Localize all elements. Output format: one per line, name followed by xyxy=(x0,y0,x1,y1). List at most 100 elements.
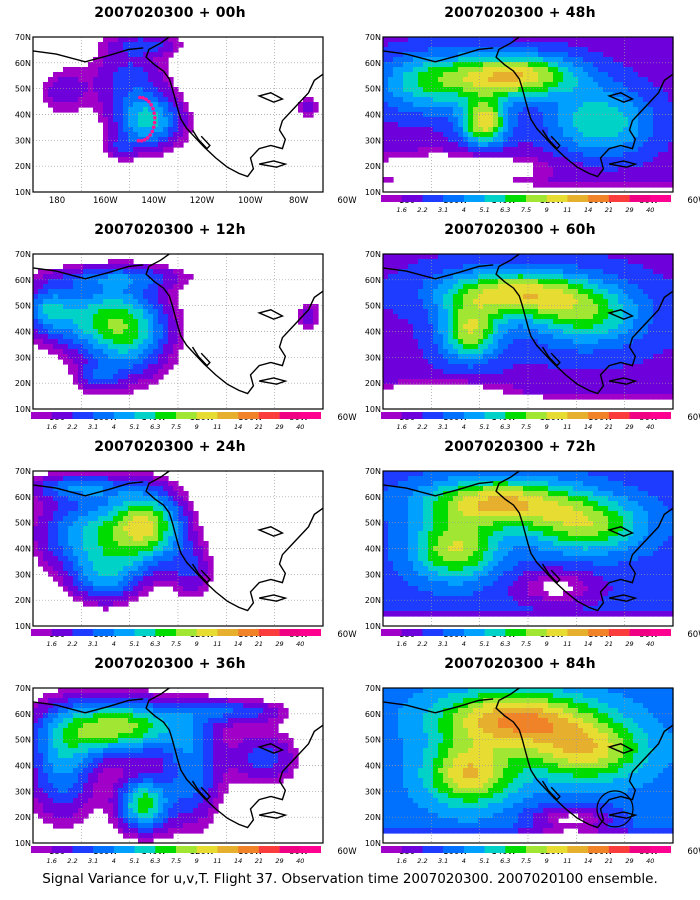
map-plot: 70N60N50N40N30N20N10N180160W140W120W100W… xyxy=(365,33,700,206)
lat-label: 70N xyxy=(365,467,381,476)
colorbar-swatch xyxy=(526,195,548,202)
lat-label: 20N xyxy=(365,162,381,171)
lat-label: 70N xyxy=(15,684,31,693)
colorbar-swatch xyxy=(381,629,403,636)
colorbar-label: 5.1 xyxy=(129,423,139,431)
colorbar-label: 7.5 xyxy=(521,857,531,865)
lat-label: 50N xyxy=(365,519,381,528)
colorbar-swatch xyxy=(588,412,610,419)
colorbar-swatch xyxy=(51,412,73,419)
lat-label: 30N xyxy=(365,570,381,579)
colorbar-swatch xyxy=(422,412,444,419)
colorbar-label: 9 xyxy=(195,857,199,865)
lat-label: 70N xyxy=(365,684,381,693)
colorbar-label: 14 xyxy=(234,857,242,865)
colorbar-label: 40 xyxy=(646,640,654,648)
colorbar-label: 2.2 xyxy=(67,423,77,431)
colorbar-swatch xyxy=(258,629,280,636)
colorbar-label: 2.2 xyxy=(417,857,427,865)
colorbar-label: 40 xyxy=(296,423,304,431)
coastline xyxy=(32,687,324,829)
colorbar-label: 11 xyxy=(213,423,221,431)
coastline xyxy=(382,253,674,395)
colorbar-swatch xyxy=(650,629,672,636)
colorbar: 1.6 2.2 3.1 4 5.1 6.3 7.5 9 11 14 21 29 40 xyxy=(31,846,322,874)
colorbar-label: 1.6 xyxy=(47,857,57,865)
variance-shading xyxy=(33,688,299,844)
colorbar-swatch xyxy=(505,629,527,636)
lat-label: 60N xyxy=(365,493,381,502)
colorbar-swatch xyxy=(567,195,589,202)
colorbar-label: 21 xyxy=(255,423,263,431)
colorbar-label: 21 xyxy=(605,423,613,431)
colorbar-swatch xyxy=(155,629,177,636)
lat-label: 10N xyxy=(365,188,381,197)
colorbar-label: 29 xyxy=(275,423,283,431)
variance-shading xyxy=(383,471,674,617)
colorbar-label: 1.6 xyxy=(47,640,57,648)
colorbar-swatch xyxy=(629,629,651,636)
lat-label: 20N xyxy=(365,379,381,388)
colorbar-label: 5.1 xyxy=(479,857,489,865)
colorbar: 1.6 2.2 3.1 4 5.1 6.3 7.5 9 11 14 21 29 40 xyxy=(31,412,322,440)
colorbar-label: 14 xyxy=(584,640,592,648)
lat-label: 30N xyxy=(15,787,31,796)
colorbar-label: 3.1 xyxy=(438,206,448,214)
colorbar-swatch xyxy=(526,629,548,636)
panel-title: 2007020300 + 12h xyxy=(94,222,246,238)
lat-label: 40N xyxy=(15,111,31,120)
lon-label: 140W xyxy=(141,196,166,206)
lat-label: 50N xyxy=(365,85,381,94)
colorbar-label: 21 xyxy=(605,206,613,214)
colorbar-label: 7.5 xyxy=(521,640,531,648)
colorbar-label: 5.1 xyxy=(479,423,489,431)
colorbar-swatch xyxy=(443,412,465,419)
map-panel-p48: 2007020300 + 48h70N60N50N40N30N20N10N180… xyxy=(350,5,700,223)
coastline xyxy=(382,36,674,178)
panel-title: 2007020300 + 36h xyxy=(94,656,246,672)
colorbar-swatch xyxy=(443,195,465,202)
coastline xyxy=(32,253,324,395)
colorbar-swatch xyxy=(505,846,527,853)
lat-label: 60N xyxy=(15,59,31,68)
colorbar-label: 4 xyxy=(112,640,116,648)
colorbar-swatch xyxy=(51,846,73,853)
colorbar-swatch xyxy=(258,846,280,853)
lat-label: 50N xyxy=(15,302,31,311)
colorbar-label: 1.6 xyxy=(397,857,407,865)
colorbar-label: 3.1 xyxy=(438,640,448,648)
colorbar-swatch xyxy=(72,412,94,419)
coastline xyxy=(32,470,324,612)
colorbar-swatch xyxy=(238,412,260,419)
colorbar-swatch xyxy=(134,412,156,419)
colorbar-swatch xyxy=(93,412,115,419)
colorbar-label: 9 xyxy=(545,640,549,648)
map-plot: 70N60N50N40N30N20N10N180160W140W120W100W… xyxy=(15,684,357,857)
colorbar-label: 7.5 xyxy=(171,640,181,648)
lon-label: 60W xyxy=(687,196,700,206)
colorbar-label: 14 xyxy=(234,423,242,431)
lat-label: 30N xyxy=(15,136,31,145)
colorbar-swatch xyxy=(155,846,177,853)
colorbar-label: 5.1 xyxy=(129,640,139,648)
colorbar: 1.6 2.2 3.1 4 5.1 6.3 7.5 9 11 14 21 29 40 xyxy=(31,629,322,657)
lat-label: 50N xyxy=(15,736,31,745)
colorbar: 1.6 2.2 3.1 4 5.1 6.3 7.5 9 11 14 21 29 40 xyxy=(381,412,672,440)
lon-label: 60W xyxy=(687,847,700,857)
colorbar-swatch xyxy=(401,195,423,202)
colorbar-label: 5.1 xyxy=(479,640,489,648)
colorbar-swatch xyxy=(31,846,53,853)
figure-caption: Signal Variance for u,v,T. Flight 37. Ob… xyxy=(42,871,658,887)
map-plot: 70N60N50N40N30N20N10N180160W140W120W100W… xyxy=(15,250,357,423)
colorbar-swatch xyxy=(31,412,53,419)
colorbar-swatch xyxy=(505,195,527,202)
lon-label: 60W xyxy=(687,413,700,423)
lat-label: 10N xyxy=(365,839,381,848)
lat-label: 30N xyxy=(15,570,31,579)
colorbar-label: 9 xyxy=(545,857,549,865)
colorbar-label: 2.2 xyxy=(67,857,77,865)
lat-label: 10N xyxy=(365,622,381,631)
colorbar-swatch xyxy=(484,412,506,419)
colorbar-swatch xyxy=(155,412,177,419)
colorbar-swatch xyxy=(196,412,218,419)
